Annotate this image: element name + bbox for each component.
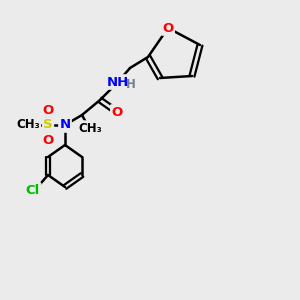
Text: O: O bbox=[42, 134, 54, 146]
Text: CH₃: CH₃ bbox=[16, 118, 40, 131]
Text: O: O bbox=[42, 103, 54, 116]
Text: Cl: Cl bbox=[26, 184, 40, 196]
Text: O: O bbox=[111, 106, 123, 118]
Text: O: O bbox=[162, 22, 174, 34]
Text: N: N bbox=[59, 118, 70, 131]
Text: H: H bbox=[126, 79, 136, 92]
Text: NH: NH bbox=[107, 76, 129, 88]
Text: CH₃: CH₃ bbox=[78, 122, 102, 134]
Text: S: S bbox=[43, 118, 53, 131]
